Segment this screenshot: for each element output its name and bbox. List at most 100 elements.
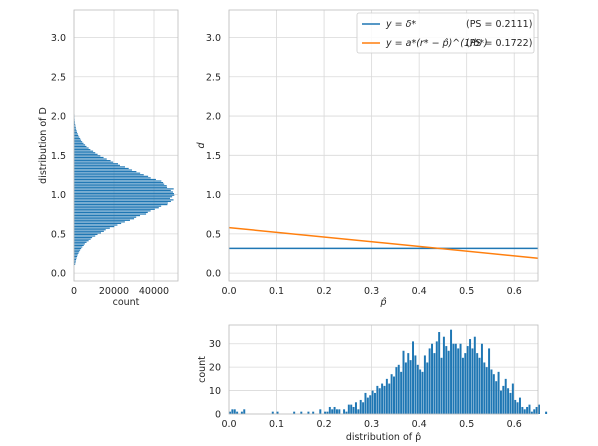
bottom-hist-bar (440, 357, 443, 414)
main-plot-lines (228, 226, 539, 259)
bottom-hist-bar (490, 369, 493, 414)
left-hist-bar (74, 169, 133, 171)
bottom-hist-bar (350, 404, 353, 414)
bottom-y-ticks: 0 10 20 30 (209, 339, 221, 420)
bottom-hist-bar (229, 411, 231, 414)
bottom-hist-bar (376, 385, 379, 414)
left-hist-bar (74, 196, 173, 198)
bottom-x-tick-label: 0.1 (269, 419, 284, 430)
main-x-tick-label: 0.1 (269, 286, 284, 297)
bottom-hist-bar (319, 409, 322, 414)
left-hist-bar (74, 186, 168, 188)
bottom-hist-bar (276, 411, 279, 414)
bottom-hist-bar (231, 409, 234, 414)
bottom-hist-bar (459, 343, 462, 414)
bottom-hist-bar (514, 399, 517, 414)
bottom-hist-bar (495, 381, 498, 414)
bottom-hist-bar (335, 409, 338, 414)
left-hist-bar (74, 167, 129, 170)
bottom-hist-bar (312, 411, 315, 414)
left-hist-bar (74, 189, 171, 192)
left-hist-bar (74, 210, 151, 212)
bottom-hist-bar (366, 397, 369, 414)
left-hist-bar (74, 131, 78, 133)
left-x-ticks: 0 20000 40000 (71, 286, 169, 297)
bottom-hist-bar (400, 371, 403, 414)
left-hist-bar (74, 202, 168, 204)
bottom-hist-bar (492, 374, 495, 414)
left-hist-bar (74, 222, 122, 225)
left-hist-bar (74, 127, 76, 129)
bottom-y-tick-label: 10 (209, 386, 221, 397)
left-hist-bar (74, 248, 82, 250)
bottom-hist-bar (395, 367, 398, 414)
left-hist-bar (74, 130, 77, 132)
left-histogram-grid (73, 10, 178, 281)
bottom-y-tick-label: 0 (215, 410, 221, 421)
left-hist-bar (74, 194, 175, 196)
left-hist-bar (74, 152, 96, 154)
bottom-histogram: 0.0 0.1 0.2 0.3 0.4 0.5 0.6 0 10 20 30 distributi… (197, 324, 548, 443)
bottom-hist-bar (347, 404, 350, 414)
bottom-hist-bar (419, 369, 422, 414)
bottom-hist-bar (480, 343, 483, 414)
bottom-hist-bar (530, 411, 533, 414)
left-hist-bar (74, 244, 84, 247)
left-hist-bar (74, 207, 159, 209)
bottom-hist-bar (533, 409, 536, 414)
left-y-axis-label: distribution of D (38, 107, 49, 184)
bottom-hist-bar (452, 343, 455, 414)
left-hist-bar (74, 122, 76, 124)
bottom-hist-bar (381, 383, 384, 414)
main-y-tick-label: 2.0 (206, 112, 221, 123)
left-hist-bar (74, 221, 125, 223)
left-hist-bar (74, 229, 106, 231)
bottom-hist-bar (359, 399, 362, 414)
bottom-hist-bar (324, 411, 327, 414)
bottom-hist-bar (457, 348, 460, 414)
main-x-ticks: 0.0 0.1 0.2 0.3 0.4 0.5 0.6 (221, 286, 521, 297)
left-hist-bar (74, 262, 76, 264)
left-hist-bar (74, 161, 114, 163)
left-hist-bar (74, 215, 141, 217)
bottom-y-tick-label: 30 (209, 339, 221, 350)
bottom-hist-bar (473, 336, 476, 414)
left-hist-bar (74, 147, 89, 149)
bottom-hist-bar (511, 383, 514, 414)
left-x-axis-label: count (113, 297, 140, 308)
left-hist-bar (74, 230, 104, 232)
left-hist-bar (74, 232, 102, 234)
bottom-hist-bar (469, 339, 472, 414)
bottom-hist-bar (538, 404, 540, 414)
bottom-hist-bar (383, 385, 386, 414)
left-hist-bar (74, 199, 174, 201)
bottom-x-tick-label: 0.5 (459, 419, 474, 430)
bottom-hist-bar (369, 395, 372, 414)
left-hist-bar (74, 218, 135, 220)
bottom-hist-bar (397, 364, 400, 414)
bottom-hist-bar (388, 383, 391, 414)
bottom-hist-bar (426, 362, 429, 414)
main-x-tick-label: 0.5 (459, 286, 474, 297)
bottom-x-tick-label: 0.3 (364, 419, 379, 430)
bottom-hist-bar (412, 341, 414, 414)
bottom-x-axis-label: distribution of p̂ (346, 432, 421, 443)
left-hist-bar (74, 145, 87, 148)
left-hist-bar (74, 227, 110, 229)
main-x-tick-label: 0.4 (412, 286, 427, 297)
left-hist-bar (74, 243, 85, 245)
bottom-hist-bar (236, 411, 239, 414)
main-x-tick-label: 0.0 (221, 286, 236, 297)
main-y-tick-label: 0.5 (206, 229, 221, 240)
main-y-tick-label: 1.5 (206, 151, 221, 162)
left-hist-bar (74, 180, 162, 182)
bottom-hist-bar (243, 409, 246, 414)
bottom-hist-bar (488, 348, 491, 414)
bottom-x-ticks: 0.0 0.1 0.2 0.3 0.4 0.5 0.6 (221, 419, 521, 430)
left-hist-bar (74, 185, 167, 187)
left-hist-bar (74, 149, 91, 151)
main-plot: 0.0 0.1 0.2 0.3 0.4 0.5 0.6 0.0 0.5 1.0 1.5 2.0 2.5… (196, 9, 539, 308)
left-hist-bar (74, 177, 151, 179)
main-x-tick-label: 0.2 (317, 286, 332, 297)
